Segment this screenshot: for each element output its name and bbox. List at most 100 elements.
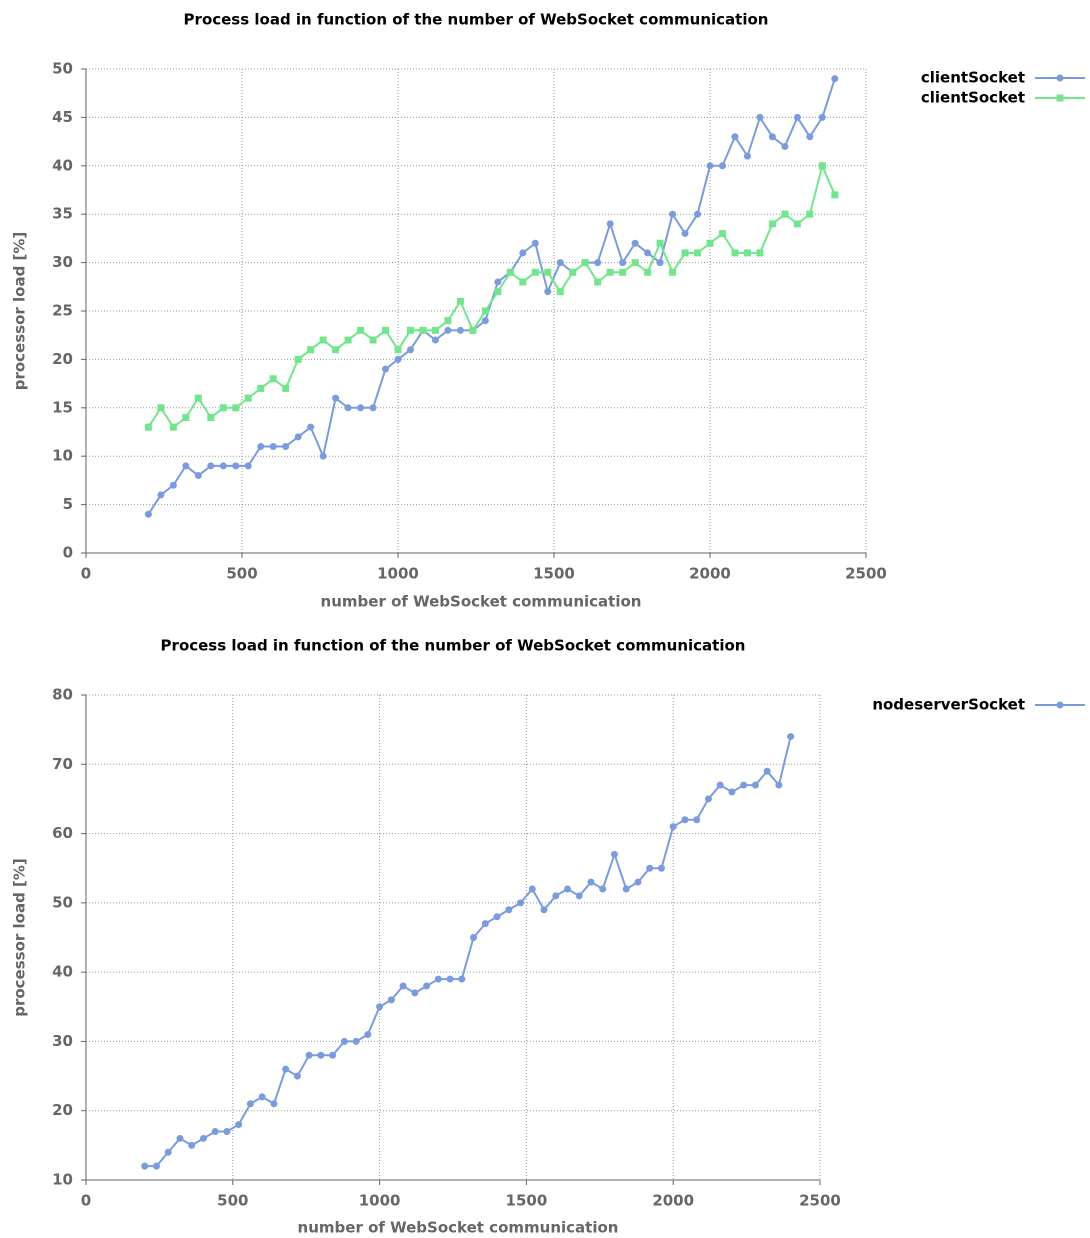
point (194, 394, 202, 402)
point (505, 906, 513, 914)
point (694, 249, 702, 257)
point (519, 278, 527, 286)
point (431, 326, 439, 334)
point (599, 885, 607, 893)
point (531, 239, 539, 247)
x-tick-label: 0 (81, 565, 91, 583)
point (631, 259, 639, 267)
point (656, 259, 664, 267)
point (282, 443, 290, 451)
point (569, 268, 577, 276)
point (144, 423, 152, 431)
point (693, 816, 701, 824)
point (382, 326, 390, 334)
x-tick-label: 1000 (377, 565, 419, 583)
y-tick-label: 50 (52, 60, 73, 78)
point (728, 788, 736, 796)
y-tick-label: 0 (63, 544, 73, 562)
point (456, 297, 464, 305)
point (246, 1100, 254, 1108)
y-tick-label: 5 (63, 495, 73, 513)
y-tick-label: 40 (52, 963, 73, 981)
point (434, 975, 442, 983)
x-axis-label: number of WebSocket communication (321, 593, 642, 611)
point (207, 413, 215, 421)
point (481, 920, 489, 928)
y-tick-label: 30 (52, 253, 73, 271)
point (307, 346, 315, 354)
y-tick-label: 60 (52, 824, 73, 842)
point (552, 892, 560, 900)
point (406, 346, 414, 354)
point (481, 307, 489, 315)
point (681, 816, 689, 824)
point (768, 133, 776, 141)
y-tick-label: 25 (52, 302, 73, 320)
point (706, 239, 714, 247)
point (444, 317, 452, 325)
point (806, 210, 814, 218)
point (606, 268, 614, 276)
point (369, 336, 377, 344)
point (731, 133, 739, 141)
point (669, 210, 677, 218)
y-tick-label: 15 (52, 398, 73, 416)
legend-label: clientSocket (921, 69, 1025, 87)
point (207, 462, 215, 470)
point (182, 413, 190, 421)
y-tick-label: 20 (52, 1101, 73, 1119)
point (469, 326, 477, 334)
point (294, 433, 302, 441)
point (164, 1148, 172, 1156)
y-tick-label: 80 (52, 686, 73, 704)
point (169, 423, 177, 431)
point (352, 1037, 360, 1045)
point (406, 326, 414, 334)
point (669, 823, 677, 831)
point (706, 162, 714, 170)
point (329, 1051, 337, 1059)
point (411, 989, 419, 997)
point (831, 75, 839, 83)
point (387, 996, 395, 1004)
point (340, 1037, 348, 1045)
point (743, 249, 751, 257)
point (1056, 94, 1064, 102)
series-line (147, 162, 836, 429)
x-tick-label: 2500 (845, 565, 887, 583)
y-tick-label: 10 (52, 447, 73, 465)
point (669, 268, 677, 276)
series-line (147, 78, 836, 515)
point (581, 259, 589, 267)
point (357, 326, 365, 334)
point (619, 268, 627, 276)
point (716, 781, 724, 789)
point (235, 1121, 243, 1129)
point (564, 885, 572, 893)
x-tick-label: 1500 (506, 1192, 548, 1210)
x-tick-label: 2500 (799, 1192, 841, 1210)
point (419, 326, 427, 334)
x-tick-label: 2000 (652, 1192, 694, 1210)
point (456, 326, 464, 334)
point (194, 472, 202, 480)
point (619, 259, 627, 267)
point (818, 162, 826, 170)
point (544, 288, 552, 296)
point (731, 249, 739, 257)
point (793, 220, 801, 228)
point (317, 1051, 325, 1059)
point (718, 230, 726, 238)
point (606, 220, 614, 228)
point (756, 113, 764, 121)
point (787, 733, 795, 741)
point (305, 1051, 313, 1059)
point (540, 906, 548, 914)
point (806, 133, 814, 141)
point (232, 404, 240, 412)
point (610, 850, 618, 858)
chart-title: Process load in function of the number o… (161, 637, 746, 655)
y-tick-label: 40 (52, 156, 73, 174)
point (444, 326, 452, 334)
point (644, 249, 652, 257)
